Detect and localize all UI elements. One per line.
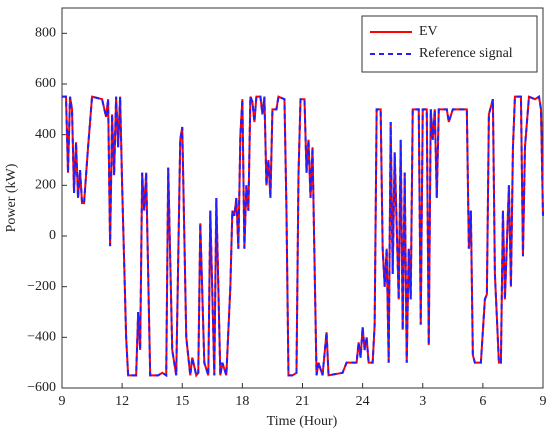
legend-box [361, 15, 538, 73]
x-tick-label: 9 [540, 394, 547, 409]
x-tick-label: 6 [479, 394, 486, 409]
x-tick-label: 15 [175, 394, 189, 409]
y-tick-label: −600 [27, 380, 56, 395]
y-tick-label: 200 [35, 178, 56, 193]
x-tick-label: 3 [419, 394, 426, 409]
x-axis-label: Time (Hour) [267, 414, 338, 429]
x-tick-label: 9 [59, 394, 66, 409]
x-tick-label: 12 [115, 394, 129, 409]
x-tick-label: 18 [235, 394, 249, 409]
y-tick-label: 600 [35, 76, 56, 91]
y-tick-label: 400 [35, 127, 56, 142]
y-tick-label: 800 [35, 26, 56, 41]
y-tick-label: −400 [27, 330, 56, 345]
x-tick-label: 24 [356, 394, 370, 409]
y-tick-label: −200 [27, 279, 56, 294]
series-line [62, 95, 544, 378]
legend-label: Reference signal [419, 46, 513, 61]
legend-label: EV [419, 24, 438, 39]
y-tick-label: 0 [49, 228, 56, 243]
y-axis-label: Power (kW) [4, 163, 19, 232]
x-tick-label: 21 [296, 394, 310, 409]
